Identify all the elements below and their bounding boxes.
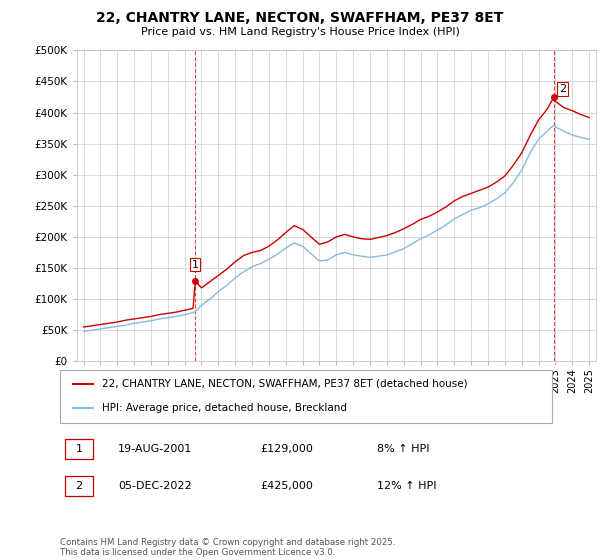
Text: 12% ↑ HPI: 12% ↑ HPI	[377, 480, 436, 491]
Text: 2: 2	[76, 480, 83, 491]
Text: Price paid vs. HM Land Registry's House Price Index (HPI): Price paid vs. HM Land Registry's House …	[140, 27, 460, 37]
Text: 19-AUG-2001: 19-AUG-2001	[118, 444, 193, 454]
Text: 1: 1	[76, 444, 83, 454]
FancyBboxPatch shape	[65, 438, 93, 459]
Text: 1: 1	[192, 260, 199, 270]
FancyBboxPatch shape	[65, 475, 93, 496]
Text: Contains HM Land Registry data © Crown copyright and database right 2025.
This d: Contains HM Land Registry data © Crown c…	[60, 538, 395, 557]
Text: 8% ↑ HPI: 8% ↑ HPI	[377, 444, 430, 454]
Text: £129,000: £129,000	[260, 444, 314, 454]
Text: £425,000: £425,000	[260, 480, 314, 491]
Text: HPI: Average price, detached house, Breckland: HPI: Average price, detached house, Brec…	[102, 403, 347, 413]
Text: 05-DEC-2022: 05-DEC-2022	[118, 480, 192, 491]
Text: 22, CHANTRY LANE, NECTON, SWAFFHAM, PE37 8ET (detached house): 22, CHANTRY LANE, NECTON, SWAFFHAM, PE37…	[102, 379, 467, 389]
FancyBboxPatch shape	[60, 370, 552, 423]
Text: 2: 2	[559, 84, 566, 94]
Text: 22, CHANTRY LANE, NECTON, SWAFFHAM, PE37 8ET: 22, CHANTRY LANE, NECTON, SWAFFHAM, PE37…	[97, 11, 503, 25]
